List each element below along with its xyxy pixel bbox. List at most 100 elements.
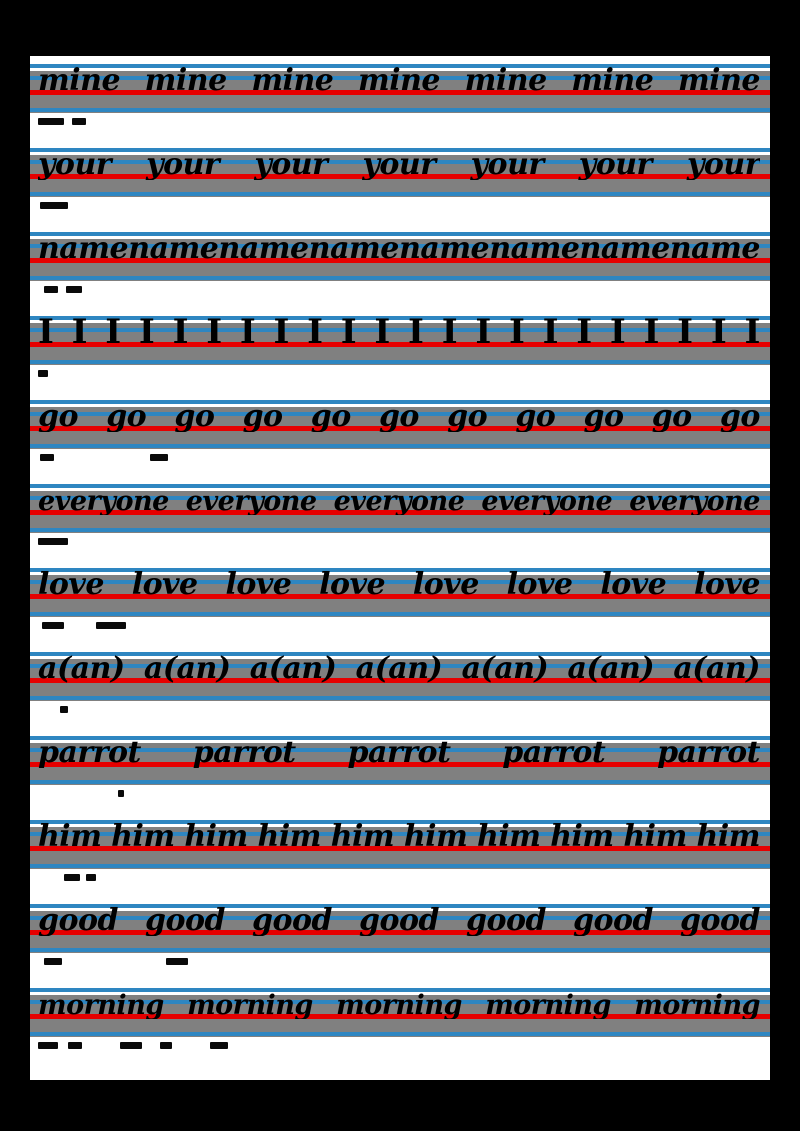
practice-word: I: [307, 315, 323, 349]
practice-word: mine: [677, 66, 760, 96]
practice-word: him: [623, 822, 687, 852]
midline-blue-guideline: [30, 748, 770, 752]
practice-word: everyone: [185, 488, 317, 515]
practice-word: I: [172, 315, 189, 349]
practice-word: love: [506, 570, 573, 600]
practice-word: I: [576, 315, 592, 349]
practice-words-line: go go go go go go go go go go go: [38, 402, 760, 432]
cutoff-text-fragment: [96, 622, 126, 629]
practice-word: everyone: [38, 488, 169, 515]
cutoff-text-fragment: [118, 790, 124, 797]
practice-word: love: [38, 570, 104, 600]
practice-word: go: [106, 402, 147, 432]
practice-word: a(an): [461, 654, 549, 684]
cutoff-text-fragment: [38, 1042, 58, 1049]
practice-word: your: [686, 150, 760, 180]
bottom-blue-guideline: [30, 948, 770, 952]
practice-word: go: [38, 402, 79, 432]
practice-word: parrot: [192, 738, 296, 768]
practice-word: I: [441, 315, 458, 349]
practice-words-line: him him him him him him him him him him: [38, 822, 760, 852]
practice-words-line: parrot parrot parrot parrot parrot: [38, 738, 760, 768]
top-blue-guideline: [30, 484, 770, 488]
practice-word: I: [105, 315, 121, 349]
practice-word: love: [319, 570, 386, 600]
midline-blue-guideline: [30, 916, 770, 920]
practice-word: a(an): [143, 654, 231, 684]
practice-word: your: [146, 150, 220, 180]
practice-row: go go go go go go go go go go go: [30, 400, 770, 484]
practice-word: him: [696, 822, 760, 852]
practice-word: everyone: [333, 488, 465, 515]
cutoff-text-fragment: [150, 454, 168, 461]
practice-word: name: [579, 234, 671, 264]
practice-word: him: [477, 822, 541, 852]
practice-word: name: [399, 234, 490, 264]
practice-word: mine: [144, 66, 228, 96]
bottom-blue-guideline: [30, 528, 770, 532]
bottom-blue-guideline: [30, 780, 770, 784]
top-blue-guideline: [30, 148, 770, 152]
practice-word: morning: [38, 992, 164, 1019]
practice-word: I: [710, 315, 727, 349]
midline-blue-guideline: [30, 832, 770, 836]
practice-word: your: [362, 150, 436, 180]
practice-word: love: [412, 570, 479, 600]
practice-word: love: [225, 570, 292, 600]
practice-word: your: [470, 150, 545, 180]
practice-word: him: [550, 822, 614, 852]
cutoff-text-fragment: [44, 958, 62, 965]
practice-word: I: [508, 315, 525, 349]
cutoff-text-fragment: [66, 286, 82, 293]
practice-word: parrot: [38, 738, 141, 768]
practice-word: morning: [336, 992, 462, 1019]
top-blue-guideline: [30, 988, 770, 992]
practice-word: I: [408, 315, 424, 349]
practice-word: a(an): [567, 654, 655, 684]
practice-row: him him him him him him him him him him: [30, 820, 770, 904]
practice-word: mine: [357, 66, 441, 96]
bottom-blue-guideline: [30, 276, 770, 280]
bottom-blue-guideline: [30, 360, 770, 364]
practice-words-line: a(an) a(an) a(an) a(an) a(an) a(an) a(an): [38, 654, 760, 684]
practice-word: morning: [187, 992, 313, 1019]
cutoff-text-fragment: [120, 1042, 142, 1049]
practice-words-line: mine mine mine mine mine mine mine: [38, 66, 760, 96]
practice-word: morning: [634, 992, 760, 1019]
top-blue-guideline: [30, 316, 770, 320]
practice-words-line: name name name name name name name name: [38, 234, 760, 264]
practice-words-line: morning morning morning morning morning: [38, 992, 760, 1019]
practice-word: a(an): [38, 654, 125, 684]
top-blue-guideline: [30, 736, 770, 740]
practice-word: good: [573, 906, 653, 936]
practice-word: go: [651, 402, 693, 432]
practice-word: I: [138, 315, 155, 349]
practice-word: good: [680, 906, 760, 936]
cutoff-text-fragment: [210, 1042, 228, 1049]
baseline-red-guideline: [30, 762, 770, 767]
cutoff-text-fragment: [38, 538, 68, 545]
cutoff-text-fragment: [60, 706, 68, 713]
practice-row: your your your your your your your: [30, 148, 770, 232]
bottom-blue-guideline: [30, 696, 770, 700]
practice-row: good good good good good good good: [30, 904, 770, 988]
baseline-red-guideline: [30, 1014, 770, 1019]
practice-word: I: [71, 315, 88, 349]
baseline-red-guideline: [30, 90, 770, 95]
midline-blue-guideline: [30, 328, 770, 332]
practice-word: go: [515, 402, 556, 432]
practice-word: love: [131, 570, 198, 600]
practice-word: good: [252, 906, 332, 936]
practice-word: him: [111, 822, 175, 852]
practice-word: go: [583, 402, 625, 432]
practice-word: I: [340, 315, 357, 349]
practice-word: I: [206, 315, 222, 349]
bottom-blue-guideline: [30, 108, 770, 112]
baseline-red-guideline: [30, 174, 770, 179]
cutoff-text-fragment: [40, 202, 68, 209]
practice-word: I: [744, 315, 760, 349]
practice-word: go: [719, 402, 760, 432]
cutoff-text-fragment: [38, 370, 48, 377]
baseline-red-guideline: [30, 930, 770, 935]
